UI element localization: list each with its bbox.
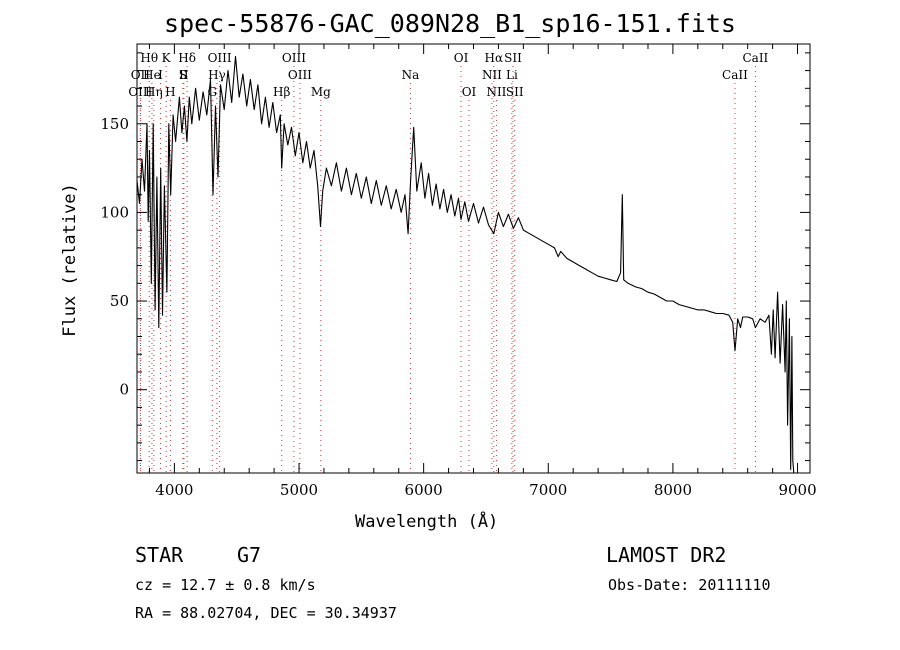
spectral-line-label: Mg	[311, 85, 331, 99]
spectral-line-label: H	[165, 85, 175, 99]
spectral-line-label: Hγ	[208, 68, 226, 82]
spectral-line-label: K	[162, 51, 172, 65]
spectral-line-label: CaII	[742, 51, 768, 65]
spectral-line-label: OII	[131, 68, 151, 82]
spectral-line-label: OIII	[208, 51, 232, 65]
x-tick-label: 4000	[155, 481, 193, 499]
y-tick-label: 100	[100, 203, 129, 221]
spectral-line-label: NII	[482, 68, 502, 82]
spectral-line-label: OIII	[288, 68, 312, 82]
object-subclass: G7	[237, 543, 262, 567]
plot-frame	[136, 43, 811, 474]
spectral-line-label: S	[179, 68, 187, 82]
spectral-line-label: OIII	[282, 51, 306, 65]
y-axis-label: Flux (relative)	[60, 183, 80, 337]
coordinates-readout: RA = 88.02704, DEC = 30.34937	[135, 604, 397, 622]
obs-date: Obs-Date: 20111110	[608, 576, 771, 594]
x-tick-label: 6000	[405, 481, 443, 499]
x-tick-label: 8000	[654, 481, 692, 499]
spectral-line-label: Hβ	[273, 85, 290, 99]
object-class: STAR	[135, 543, 184, 567]
x-tick-label: 5000	[280, 481, 318, 499]
spectral-line-label: Hθ	[140, 51, 158, 65]
chart-title: spec-55876-GAC_089N28_B1_sp16-151.fits	[164, 9, 736, 38]
spectral-line-label: Hη	[145, 85, 163, 99]
y-tick-label: 150	[100, 115, 129, 133]
spectral-line-label: CaII	[722, 68, 748, 82]
spectral-line-label: He	[143, 68, 161, 82]
spectral-line-label: NII	[486, 85, 506, 99]
flux-series-line	[136, 55, 795, 474]
spectral-line-label: SII	[504, 51, 522, 65]
y-tick-label: 0	[119, 381, 129, 399]
spectral-line-label: Na	[402, 68, 420, 82]
spectral-line-label: II	[179, 68, 189, 82]
spectral-line-label: G	[207, 85, 217, 99]
spectral-line-label: I	[158, 68, 163, 82]
spectral-line-label: Hα	[485, 51, 504, 65]
x-tick-label: 7000	[529, 481, 567, 499]
spectral-line-label: OI	[462, 85, 477, 99]
spectral-line-label: OIII	[128, 85, 152, 99]
redshift-readout: cz = 12.7 ± 0.8 km/s	[135, 576, 316, 594]
spectral-line-label: Li	[506, 68, 518, 82]
y-tick-label: 50	[110, 292, 129, 310]
spectral-line-label: SII	[506, 85, 524, 99]
x-axis-label: Wavelength (Å)	[355, 512, 499, 532]
spectral-line-label: Hδ	[178, 51, 196, 65]
spectral-line-label: OI	[454, 51, 469, 65]
survey-name: LAMOST DR2	[606, 543, 727, 567]
x-tick-label: 9000	[778, 481, 816, 499]
